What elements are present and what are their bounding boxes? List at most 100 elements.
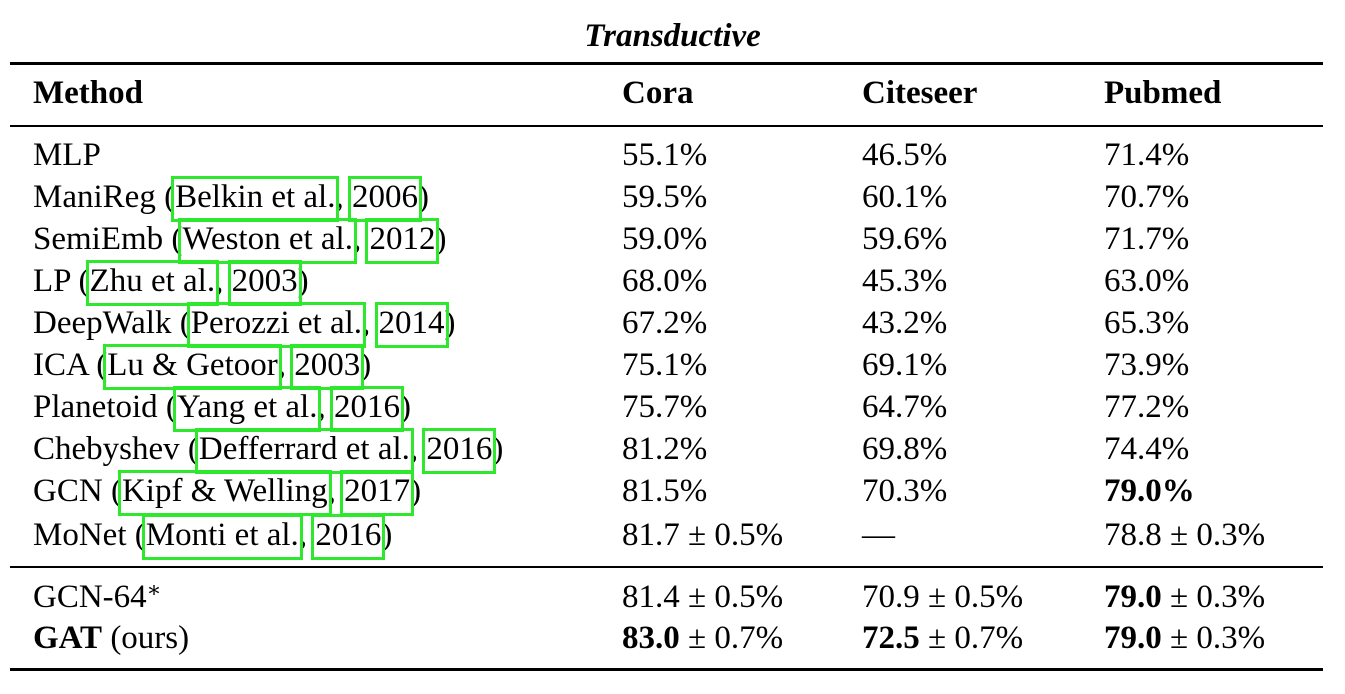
method-cell: GCN (Kipf & Welling, 2017) — [33, 470, 421, 516]
pubmed-cell-best: 79.0% — [1104, 473, 1195, 509]
method-name: SemiEmb — [33, 221, 164, 257]
header-cora: Cora — [622, 75, 694, 111]
citation-year-link[interactable]: 2012 — [365, 218, 440, 264]
pubmed-cell: 70.7% — [1104, 179, 1190, 215]
citation-author-link[interactable]: Kipf & Welling — [117, 470, 332, 516]
citation-year-link[interactable]: 2016 — [311, 514, 386, 560]
citation-year-link[interactable]: 2014 — [374, 302, 449, 348]
method-name: GCN — [33, 473, 103, 509]
method-cell: LP (Zhu et al., 2003) — [33, 260, 309, 306]
method-name: MLP — [33, 137, 101, 173]
citation-year-link[interactable]: 2016 — [422, 428, 497, 474]
citeseer-cell: 60.1% — [862, 179, 948, 215]
cora-cell: 83.0 ± 0.7% — [622, 620, 784, 656]
table-row: LP (Zhu et al., 2003) 68.0% 45.3% 63.0% — [0, 260, 1345, 306]
pubmed-cell: 74.4% — [1104, 431, 1190, 467]
citeseer-cell: 45.3% — [862, 263, 948, 299]
method-name: ManiReg — [33, 179, 156, 215]
citeseer-cell: 70.9 ± 0.5% — [862, 579, 1024, 615]
citeseer-cell: 46.5% — [862, 137, 948, 173]
table-row: Planetoid (Yang et al., 2016) 75.7% 64.7… — [0, 386, 1345, 432]
method-name: ICA — [33, 347, 89, 383]
table-row: Chebyshev (Defferrard et al., 2016) 81.2… — [0, 428, 1345, 474]
citation-author-link[interactable]: Zhu et al. — [85, 260, 219, 306]
top-rule — [10, 62, 1323, 65]
citation-author-link[interactable]: Lu & Getoor — [103, 344, 283, 390]
cora-cell: 75.7% — [622, 389, 708, 425]
method-name: DeepWalk — [33, 305, 172, 341]
bottom-rule — [10, 668, 1323, 671]
citation-author-link[interactable]: Monti et al. — [141, 514, 303, 560]
citation-year-link[interactable]: 2016 — [329, 386, 404, 432]
header-rule — [10, 125, 1323, 127]
header-method: Method — [33, 75, 143, 111]
citation-author-link[interactable]: Perozzi et al. — [186, 302, 367, 348]
method-cell: GCN-64∗ — [33, 576, 162, 618]
cora-cell: 75.1% — [622, 347, 708, 383]
citation-author-link[interactable]: Yang et al. — [172, 386, 322, 432]
citation-author-link[interactable]: Belkin et al. — [171, 176, 340, 222]
citeseer-cell: — — [862, 517, 895, 553]
pubmed-cell: 79.0 ± 0.3% — [1104, 579, 1266, 615]
citation-year-link[interactable]: 2003 — [290, 344, 365, 390]
table-row: ICA (Lu & Getoor, 2003) 75.1% 69.1% 73.9… — [0, 344, 1345, 390]
cora-cell: 81.7 ± 0.5% — [622, 517, 784, 553]
method-name: LP — [33, 263, 71, 299]
pubmed-cell: 78.8 ± 0.3% — [1104, 517, 1266, 553]
cora-cell: 81.2% — [622, 431, 708, 467]
pubmed-cell: 71.4% — [1104, 137, 1190, 173]
section-rule — [10, 566, 1323, 568]
citeseer-cell: 43.2% — [862, 305, 948, 341]
table-row: SemiEmb (Weston et al., 2012) 59.0% 59.6… — [0, 218, 1345, 264]
method-cell: ManiReg (Belkin et al., 2006) — [33, 176, 429, 222]
table-row: MoNet (Monti et al., 2016) 81.7 ± 0.5% —… — [0, 514, 1345, 560]
table-row: ManiReg (Belkin et al., 2006) 59.5% 60.1… — [0, 176, 1345, 222]
citation-author-link[interactable]: Weston et al. — [178, 218, 357, 264]
method-cell: DeepWalk (Perozzi et al., 2014) — [33, 302, 456, 348]
table-row: GAT (ours) 83.0 ± 0.7% 72.5 ± 0.7% 79.0 … — [0, 617, 1345, 659]
table-row: DeepWalk (Perozzi et al., 2014) 67.2% 43… — [0, 302, 1345, 348]
citation-author-link[interactable]: Defferrard et al. — [194, 428, 414, 474]
table-row: GCN (Kipf & Welling, 2017) 81.5% 70.3% 7… — [0, 470, 1345, 516]
cora-cell: 55.1% — [622, 137, 708, 173]
cora-cell: 81.4 ± 0.5% — [622, 579, 784, 615]
cora-cell: 68.0% — [622, 263, 708, 299]
method-name: Planetoid — [33, 389, 158, 425]
citeseer-cell: 70.3% — [862, 473, 948, 509]
pubmed-cell: 63.0% — [1104, 263, 1190, 299]
method-name: MoNet — [33, 517, 127, 553]
pubmed-cell: 65.3% — [1104, 305, 1190, 341]
cora-cell: 81.5% — [622, 473, 708, 509]
header-citeseer: Citeseer — [862, 75, 978, 111]
table-row: MLP 55.1% 46.5% 71.4% — [0, 134, 1345, 176]
method-cell: Planetoid (Yang et al., 2016) — [33, 386, 411, 432]
pubmed-cell: 71.7% — [1104, 221, 1190, 257]
pubmed-cell: 77.2% — [1104, 389, 1190, 425]
citeseer-cell: 59.6% — [862, 221, 948, 257]
citation-year-link[interactable]: 2006 — [347, 176, 422, 222]
method-cell: SemiEmb (Weston et al., 2012) — [33, 218, 446, 264]
method-cell: ICA (Lu & Getoor, 2003) — [33, 344, 371, 390]
ours-label: (ours) — [102, 620, 190, 656]
method-cell: MLP — [33, 134, 101, 176]
method-name: GCN-64 — [33, 579, 147, 615]
citeseer-cell: 72.5 ± 0.7% — [862, 620, 1024, 656]
header-pubmed: Pubmed — [1104, 75, 1222, 111]
method-cell: Chebyshev (Defferrard et al., 2016) — [33, 428, 503, 474]
cora-cell: 59.0% — [622, 221, 708, 257]
method-name: GAT — [33, 620, 103, 656]
cora-cell: 67.2% — [622, 305, 708, 341]
table-caption: Transductive — [584, 18, 761, 54]
citation-year-link[interactable]: 2003 — [227, 260, 302, 306]
header-row: Method Cora Citeseer Pubmed — [0, 72, 1345, 114]
citation-year-link[interactable]: 2017 — [340, 470, 415, 516]
citeseer-cell: 64.7% — [862, 389, 948, 425]
citeseer-cell: 69.8% — [862, 431, 948, 467]
pubmed-cell: 73.9% — [1104, 347, 1190, 383]
citeseer-cell: 69.1% — [862, 347, 948, 383]
cora-cell: 59.5% — [622, 179, 708, 215]
pubmed-cell: 79.0 ± 0.3% — [1104, 620, 1266, 656]
method-name: Chebyshev — [33, 431, 180, 467]
method-cell: MoNet (Monti et al., 2016) — [33, 514, 392, 560]
asterisk-mark: ∗ — [146, 577, 162, 602]
